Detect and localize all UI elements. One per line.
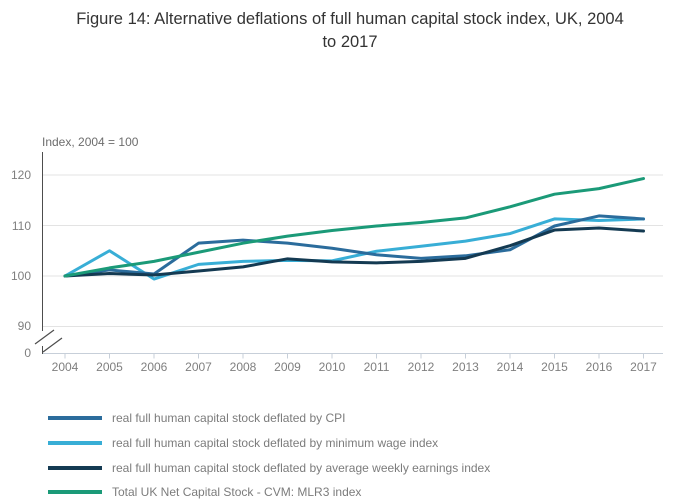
x-tick-label: 2008	[229, 360, 257, 374]
x-tick-label: 2010	[318, 360, 346, 374]
legend-item: Total UK Net Capital Stock - CVM: MLR3 i…	[48, 484, 361, 500]
x-tick-label: 2017	[630, 360, 657, 374]
legend-item: real full human capital stock deflated b…	[48, 460, 490, 476]
y-axis-note: Index, 2004 = 100	[42, 135, 139, 149]
y-tick-label: 110	[11, 219, 31, 233]
series-line-3	[63, 177, 645, 278]
legend-swatch	[48, 466, 102, 470]
chart-title-line2: to 2017	[322, 32, 378, 51]
y-tick-label: 90	[17, 319, 31, 333]
x-tick-label: 2015	[541, 360, 568, 374]
chart-canvas	[34, 152, 663, 359]
x-tick-label: 2006	[140, 360, 168, 374]
chart-title-line1: Figure 14: Alternative deflations of ful…	[76, 10, 624, 28]
legend-item: real full human capital stock deflated b…	[48, 435, 438, 451]
x-tick-label: 2009	[274, 360, 301, 374]
chart-title: Figure 14: Alternative deflations of ful…	[0, 8, 700, 54]
axis-break-mark	[42, 337, 63, 353]
legend-swatch	[48, 416, 102, 420]
x-tick-label: 2013	[452, 360, 479, 374]
x-tick-label: 2005	[96, 360, 123, 374]
series-line-1	[63, 217, 645, 281]
x-tick-label: 2016	[585, 360, 613, 374]
legend-label: real full human capital stock deflated b…	[112, 411, 346, 425]
legend-label: real full human capital stock deflated b…	[112, 436, 439, 450]
legend-label: Total UK Net Capital Stock - CVM: MLR3 i…	[112, 485, 362, 499]
axis-break-mark	[34, 329, 55, 345]
legend-swatch	[48, 490, 102, 494]
series-line-0	[63, 214, 645, 278]
legend-item: real full human capital stock deflated b…	[48, 410, 345, 426]
x-tick-label: 2012	[407, 360, 435, 374]
x-tick-label: 2014	[496, 360, 524, 374]
x-tick-label: 2011	[363, 360, 390, 374]
legend-label: real full human capital stock deflated b…	[112, 461, 491, 475]
legend-swatch	[48, 441, 102, 445]
y-tick-label: 0	[24, 346, 31, 360]
y-tick-label: 120	[10, 168, 31, 182]
x-tick-label: 2007	[185, 360, 212, 374]
y-tick-label: 100	[10, 269, 31, 283]
series-line-2	[63, 226, 645, 278]
x-tick-label: 2004	[51, 360, 79, 374]
